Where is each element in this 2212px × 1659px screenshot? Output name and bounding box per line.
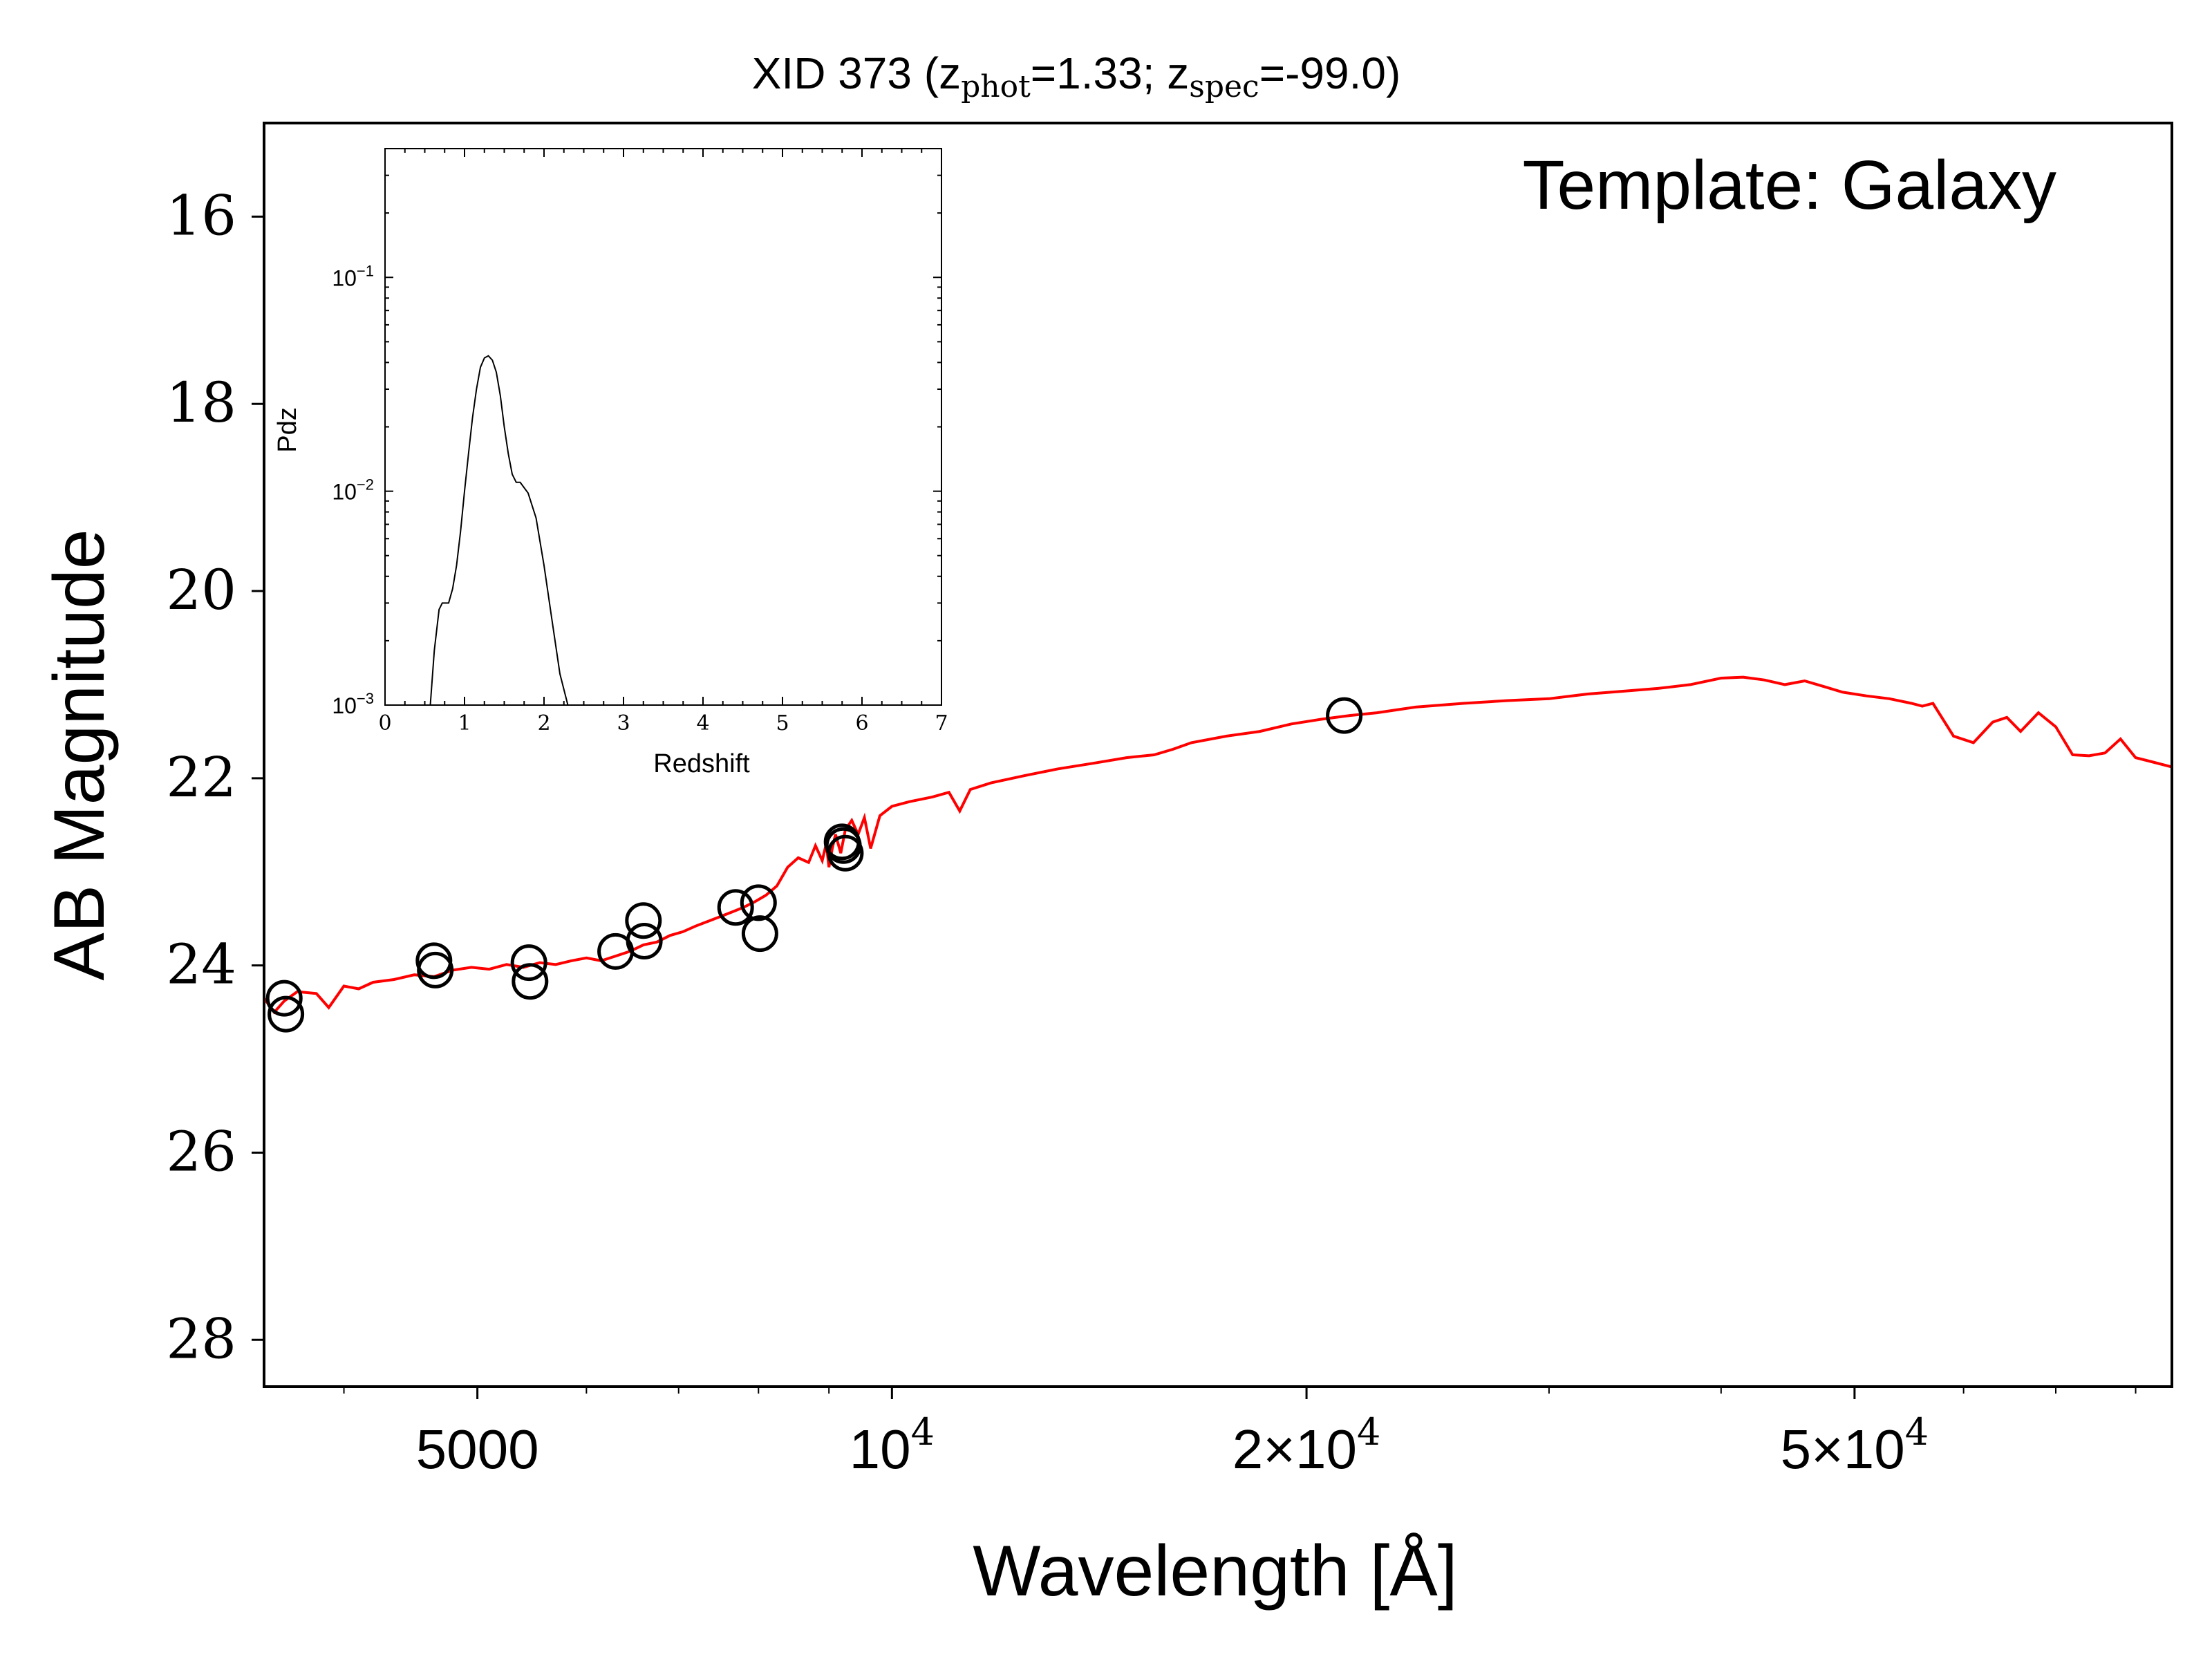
- x-axis-label: Wavelength [Å]: [973, 1531, 1457, 1611]
- y-tick-label: 28: [166, 1306, 236, 1371]
- inset-x-tick-label: 0: [378, 711, 391, 735]
- photometry-point: [510, 944, 547, 982]
- sed-plot: XID 373 (zphot=1.33; zspec=-99.0) Wavele…: [39, 48, 2173, 1611]
- plot-frame: [263, 122, 2173, 1388]
- inset-x-tick-label: 3: [617, 711, 630, 735]
- photometry-point: [265, 980, 303, 1017]
- pdz-curve: [429, 355, 569, 705]
- inset-x-tick-label: 7: [935, 711, 948, 735]
- inset-y-tick-label: 10−1: [332, 262, 374, 290]
- y-tick-label: 26: [166, 1119, 236, 1183]
- y-tick-label: 24: [166, 932, 236, 997]
- inset-x-tick-label: 5: [776, 711, 789, 735]
- photometry-point: [717, 889, 754, 926]
- photometry-point: [268, 995, 305, 1033]
- x-tick-label: 5000: [416, 1418, 539, 1480]
- inset-y-axis-label: Pdz: [273, 407, 302, 452]
- x-tick-label: 2×104: [1232, 1410, 1381, 1480]
- pdz-inset: 0 1 2 3 4 5 6 7 10−1 10−2 10−3 Redshift Pdz: [273, 148, 948, 778]
- photometry-point: [827, 834, 864, 872]
- y-tick-label: 18: [166, 371, 236, 435]
- y-axis-label: AB Magnitude: [39, 529, 120, 980]
- y-tick-label: 22: [166, 745, 236, 809]
- inset-frame: [384, 148, 942, 706]
- inset-x-tick-label: 2: [537, 711, 550, 735]
- inset-background: [385, 149, 941, 705]
- chart-title: XID 373 (zphot=1.33; zspec=-99.0): [752, 48, 1401, 104]
- inset-x-tick-label: 4: [696, 711, 709, 735]
- y-tick-label: 20: [166, 558, 236, 622]
- inset-x-tick-label: 1: [458, 711, 471, 735]
- photometry-point: [626, 923, 663, 959]
- x-tick-label: 104: [850, 1410, 935, 1480]
- photometry-point: [741, 915, 778, 953]
- photometry-point: [512, 963, 549, 1000]
- template-annotation: Template: Galaxy: [1522, 147, 2056, 224]
- photometry-point: [1326, 697, 1363, 734]
- photometry-point: [625, 902, 662, 939]
- x-tick-label: 5×104: [1781, 1410, 1929, 1480]
- inset-x-axis-label: Redshift: [653, 749, 750, 778]
- inset-y-tick-label: 10−2: [332, 476, 374, 505]
- y-tick-label: 16: [166, 183, 236, 247]
- inset-y-tick-label: 10−3: [332, 690, 374, 718]
- photometry-point: [740, 884, 777, 921]
- inset-series-layer: [429, 355, 569, 705]
- photometry-point: [417, 951, 454, 988]
- inset-x-tick-label: 6: [855, 711, 868, 735]
- template-spectrum-line: [264, 675, 2172, 1015]
- main-series-layer: [264, 675, 2172, 1033]
